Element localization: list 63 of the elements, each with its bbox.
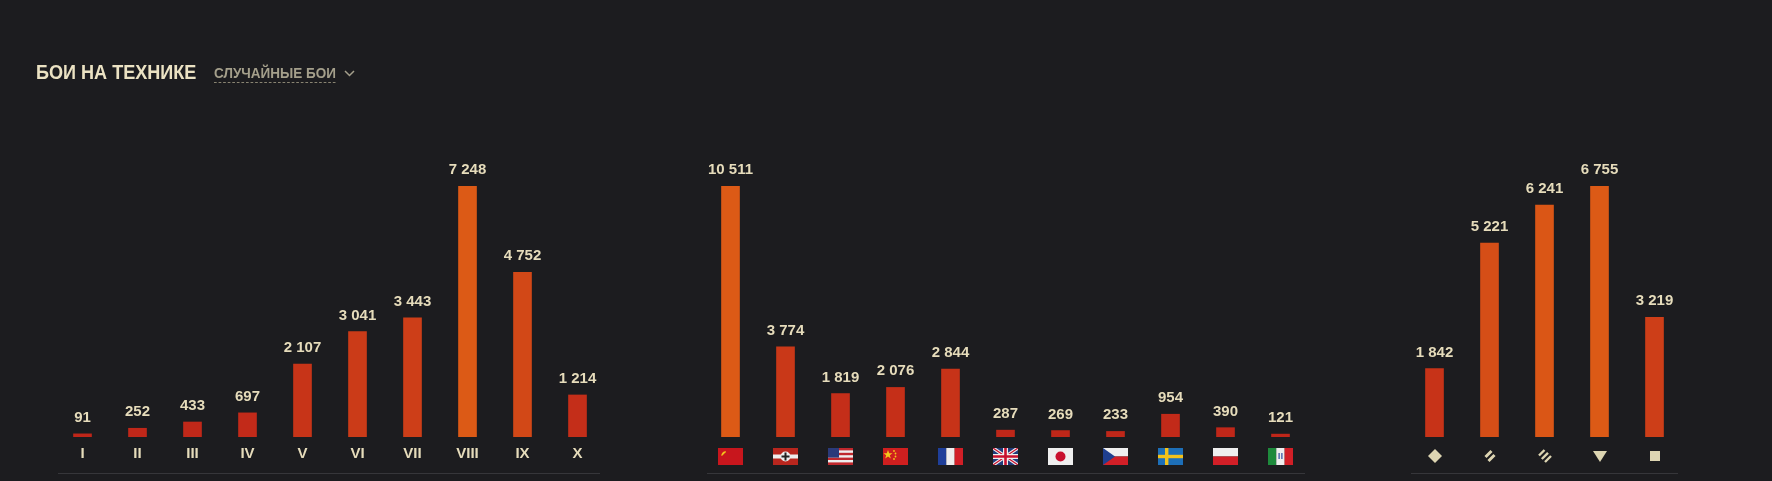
- bar: [238, 412, 257, 437]
- data-label: 252: [124, 402, 151, 420]
- data-label: 2 107: [283, 338, 322, 356]
- bar: [458, 186, 477, 437]
- data-label: 3 041: [338, 305, 377, 323]
- x-tick-label: VII: [403, 444, 422, 462]
- bar: [128, 427, 147, 437]
- data-label: 3 774: [766, 320, 805, 338]
- bar: [1425, 368, 1444, 437]
- data-label: 10 511: [707, 160, 754, 177]
- bar: [1480, 242, 1499, 437]
- x-tick-label: III: [186, 444, 199, 462]
- bar: [721, 186, 740, 437]
- bar: [1106, 431, 1125, 437]
- data-label: 4 752: [503, 246, 542, 264]
- bar: [831, 393, 850, 437]
- data-label: 2 844: [931, 343, 970, 361]
- data-label: 3 219: [1635, 291, 1674, 309]
- data-label: 287: [992, 404, 1019, 422]
- bar: [941, 368, 960, 437]
- bar: [1161, 413, 1180, 437]
- bar: [1271, 433, 1290, 437]
- bar: [513, 272, 532, 437]
- chart-title: БОИ НА ТЕХНИКЕ: [36, 59, 197, 85]
- data-label: 269: [1047, 404, 1074, 422]
- data-label: 6 755: [1580, 160, 1619, 177]
- data-label: 697: [234, 386, 261, 404]
- bar: [293, 363, 312, 437]
- x-tick-label: I: [80, 444, 85, 462]
- bar: [996, 429, 1015, 437]
- bar: [348, 331, 367, 437]
- data-label: 1 842: [1415, 342, 1454, 360]
- data-label: 7 248: [448, 160, 487, 177]
- bar: [183, 421, 202, 437]
- bar: [1590, 186, 1609, 437]
- data-label: 3 443: [393, 291, 432, 309]
- data-label: 91: [74, 407, 91, 425]
- data-label: 433: [179, 396, 206, 414]
- data-label: 1 819: [821, 367, 860, 385]
- data-label: 6 241: [1525, 179, 1564, 197]
- data-label: 1 214: [558, 368, 597, 386]
- chart-subtitle: СЛУЧАЙНЫЕ БОИ: [214, 64, 337, 83]
- bar: [1216, 427, 1235, 437]
- data-label: 121: [1267, 408, 1294, 426]
- data-label: 233: [1102, 405, 1129, 423]
- bar: [403, 317, 422, 437]
- x-tick-label: V: [297, 444, 308, 462]
- bar: [1051, 430, 1070, 437]
- x-tick-label: VI: [350, 444, 365, 462]
- bar: [776, 346, 795, 437]
- x-tick-label: VIII: [456, 444, 479, 462]
- x-tick-label: II: [133, 444, 142, 462]
- bar: [886, 387, 905, 437]
- x-tick-label: IV: [240, 444, 255, 462]
- data-label: 954: [1157, 388, 1184, 406]
- data-label: 2 076: [876, 361, 915, 379]
- data-label: 390: [1212, 401, 1239, 419]
- data-label: 5 221: [1470, 217, 1509, 234]
- bar: [568, 394, 587, 437]
- bar: [1645, 317, 1664, 437]
- x-tick-label: IX: [515, 444, 530, 462]
- bar: [1535, 204, 1554, 437]
- x-tick-label: X: [572, 444, 583, 462]
